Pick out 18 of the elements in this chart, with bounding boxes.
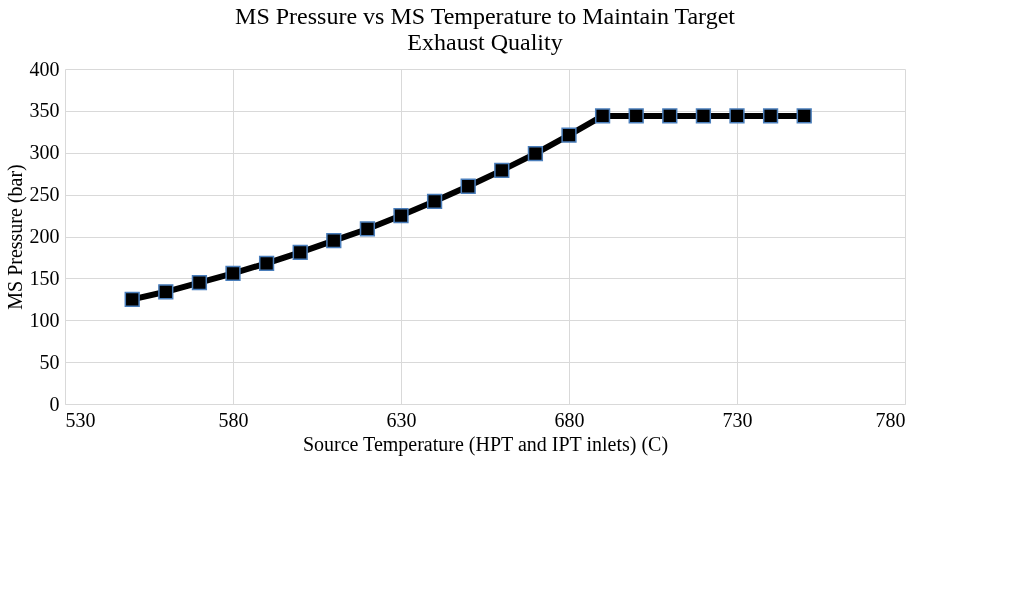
y-tick-label: 150 (29, 266, 60, 289)
x-tick-label: 680 (554, 408, 585, 431)
chart-title: MS Pressure vs MS Temperature to Maintain Target Exhaust Quality (235, 3, 736, 55)
y-tick-label: 50 (39, 350, 60, 373)
x-tick-label: 730 (722, 408, 753, 431)
y-tick-label: 400 (29, 57, 60, 80)
y-tick-label: 300 (29, 141, 60, 164)
y-tick-label: 350 (29, 99, 60, 122)
x-tick-label: 780 (875, 408, 906, 431)
y-tick-label: 250 (29, 183, 60, 206)
y-tick-label: 100 (29, 308, 60, 331)
x-tick-label: 580 (218, 408, 249, 431)
y-tick-label: 0 (49, 392, 60, 415)
x-tick-label: 530 (65, 408, 96, 431)
y-axis-title: MS Pressure (bar) (3, 164, 27, 310)
x-tick-label: 630 (386, 408, 417, 431)
x-axis-title: Source Temperature (HPT and IPT inlets) (C) (302, 432, 669, 456)
y-tick-label: 200 (29, 225, 60, 247)
